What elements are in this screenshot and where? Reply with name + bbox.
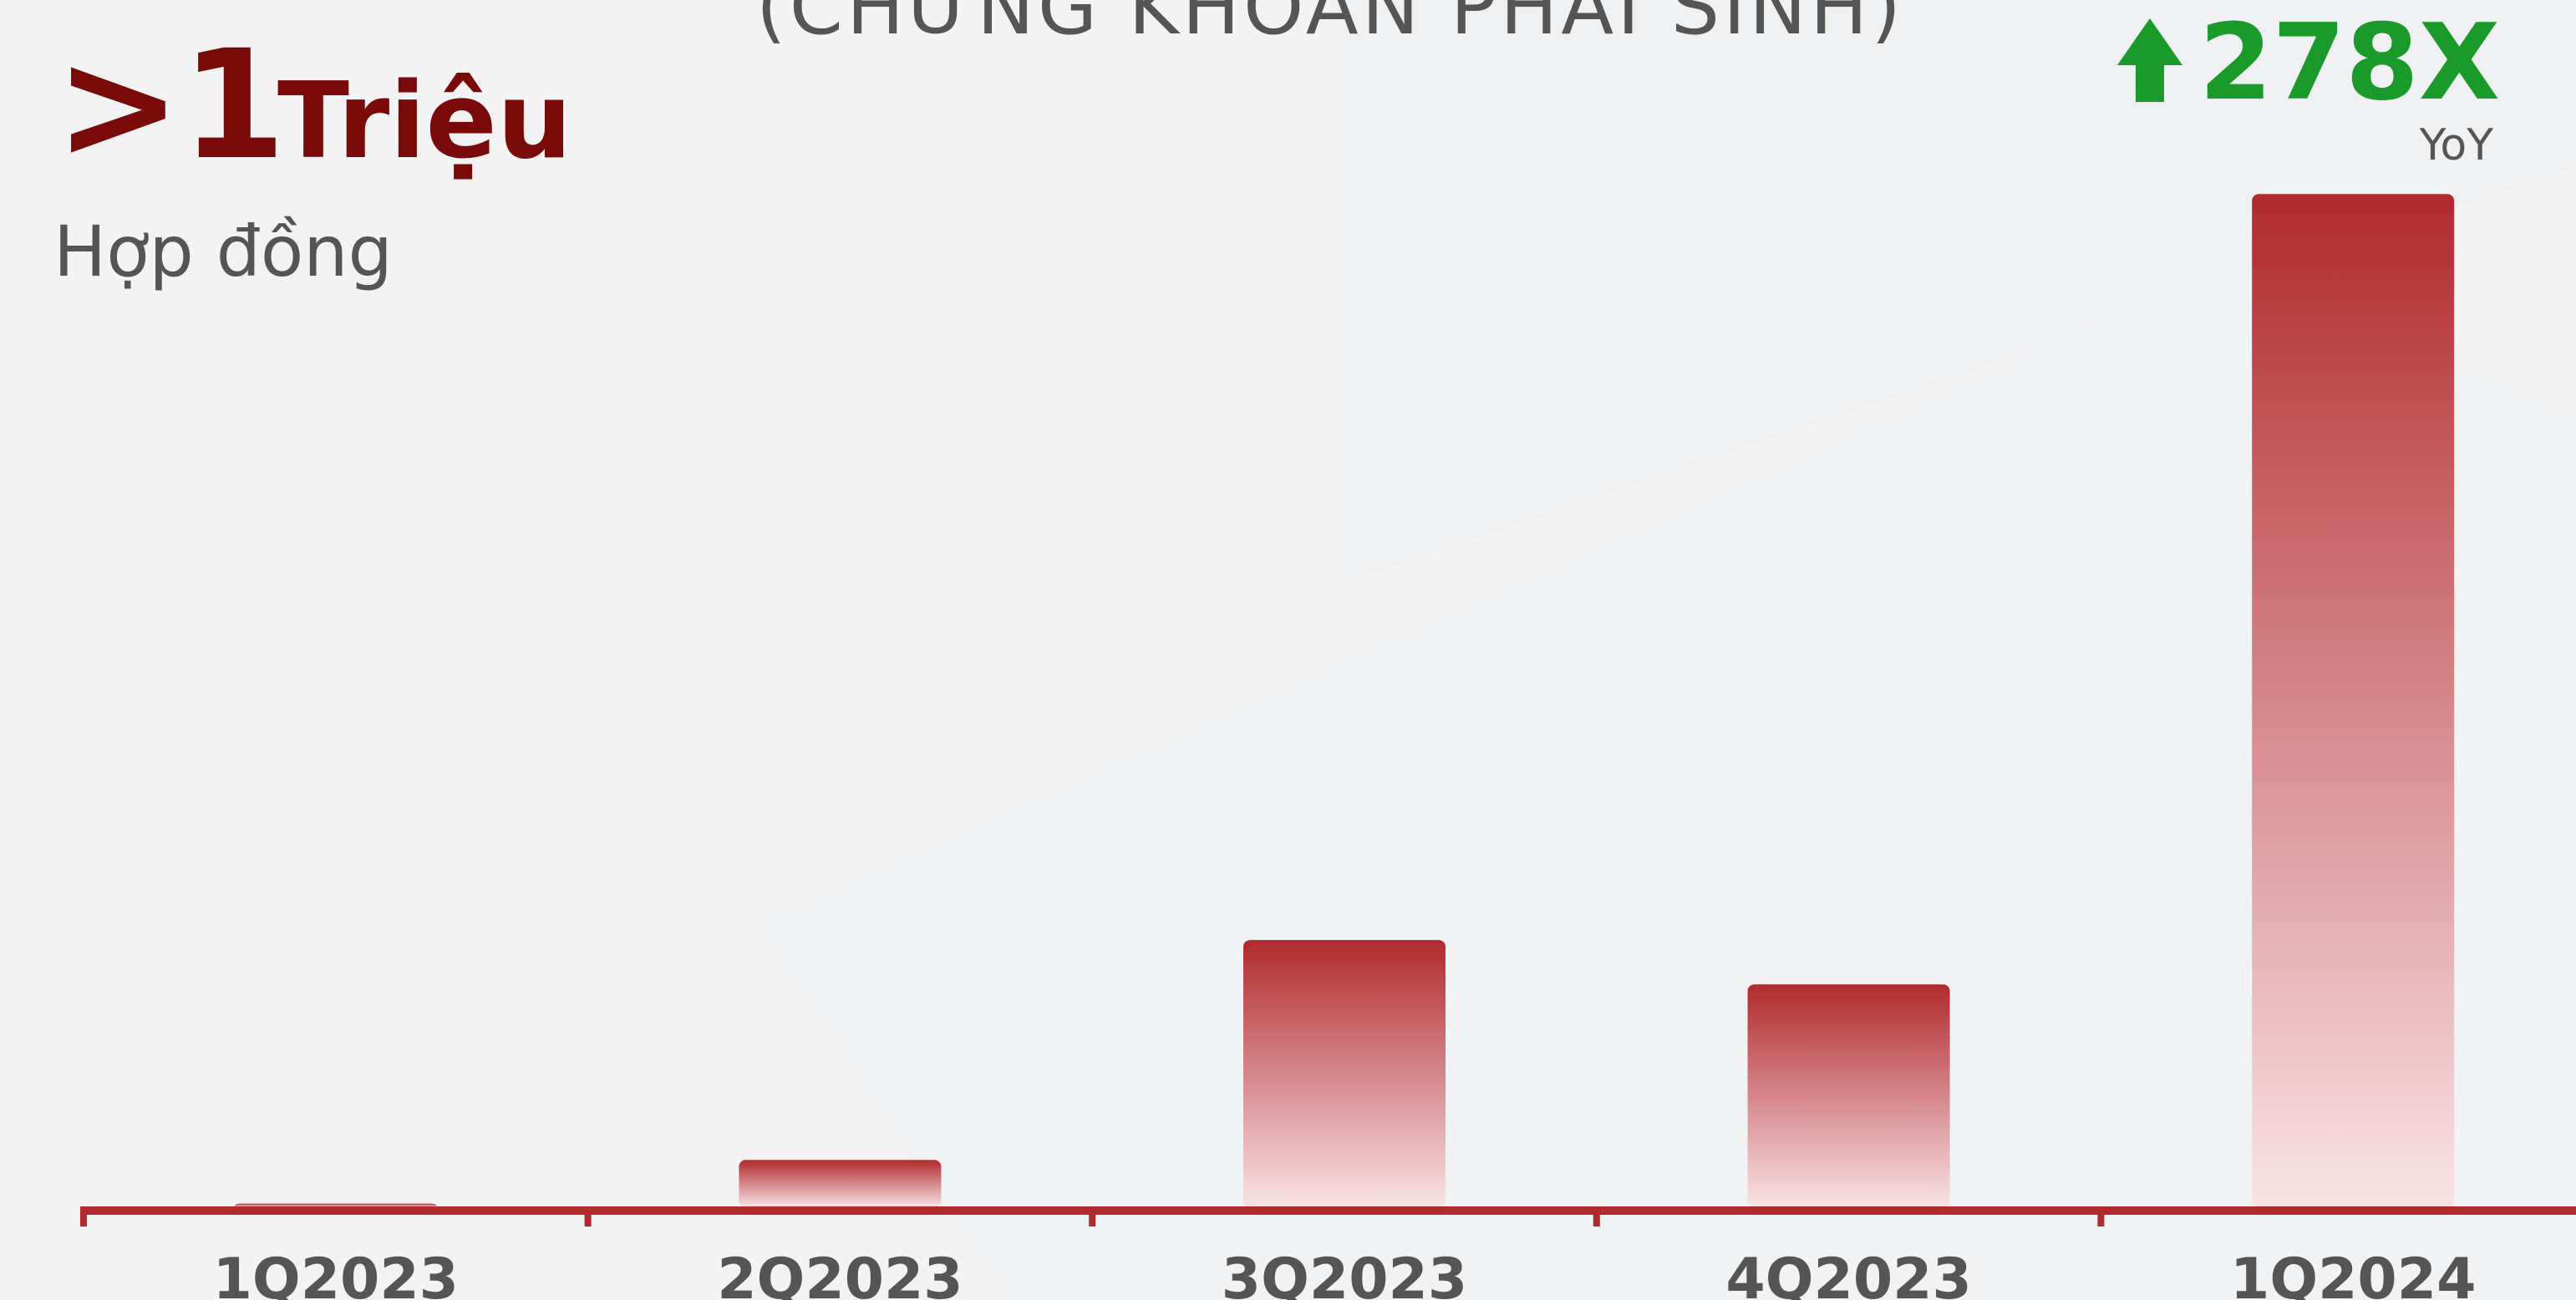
x-tick-label: 1Q2023 (213, 1247, 459, 1300)
bar (2252, 194, 2455, 1207)
bar (234, 1203, 437, 1207)
bar (739, 1160, 942, 1207)
x-tick-label: 4Q2023 (1725, 1247, 1971, 1300)
bar (1747, 984, 1950, 1207)
background-shape (752, 251, 2576, 1300)
chart-title: (CHỨNG KHOÁN PHÁI SINH) (756, 0, 1904, 52)
background-shape (1337, 0, 2576, 585)
x-tick-label: 3Q2023 (1222, 1247, 1467, 1300)
growth: 278X (2199, 1, 2500, 124)
subtitle: Hợp đồng (53, 211, 393, 292)
up-arrow (2117, 18, 2182, 102)
x-tick-label: 2Q2023 (717, 1247, 963, 1300)
headline-unit: Triệu (277, 59, 572, 182)
bar (1243, 940, 1446, 1207)
headline: >1 (55, 18, 286, 193)
x-tick-label: 1Q2024 (2230, 1247, 2476, 1300)
growth-label: YoY (2419, 120, 2494, 170)
